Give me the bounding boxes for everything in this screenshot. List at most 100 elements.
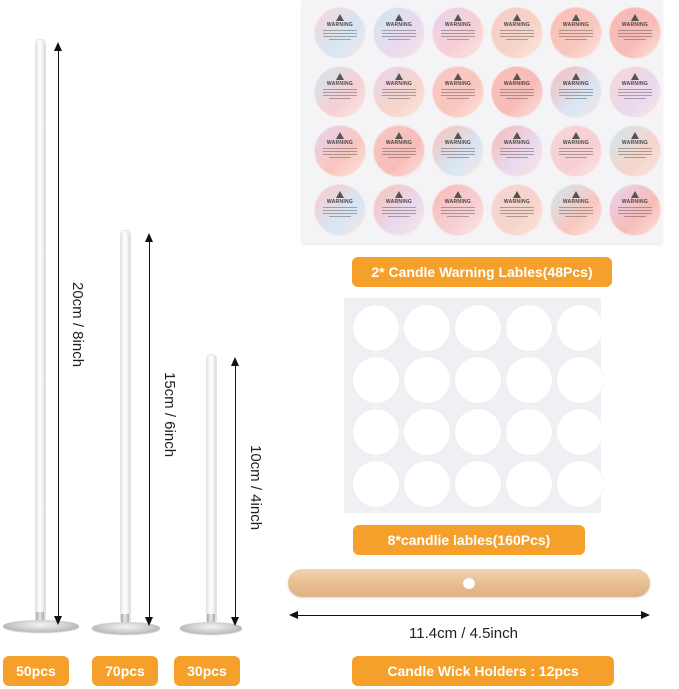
sticker-text-line bbox=[441, 151, 475, 152]
sticker-text-line bbox=[382, 95, 416, 96]
sticker-text-line bbox=[559, 33, 593, 34]
count-badge-30pcs: 30pcs bbox=[174, 656, 240, 686]
candle-labels-caption: 8*candlie lables(160Pcs) bbox=[353, 525, 585, 555]
sticker-text-line bbox=[624, 216, 646, 217]
count-badge-50pcs: 50pcs bbox=[3, 656, 69, 686]
sticker-text-line bbox=[559, 210, 593, 211]
blank-round-label bbox=[506, 357, 552, 403]
sticker-text-line bbox=[382, 36, 416, 37]
warning-triangle-icon bbox=[454, 14, 462, 21]
sticker-title: WARNING bbox=[385, 199, 413, 205]
sticker-text-line bbox=[382, 33, 416, 34]
warning-triangle-icon bbox=[572, 191, 580, 198]
sticker-text-line bbox=[382, 151, 416, 152]
sticker-text-line bbox=[618, 89, 652, 90]
blank-round-label bbox=[404, 461, 450, 507]
warning-sticker: WARNING bbox=[314, 125, 366, 177]
sticker-text-line bbox=[618, 92, 652, 93]
blank-round-label bbox=[353, 357, 399, 403]
sticker-text-line bbox=[565, 157, 587, 158]
warning-sticker: WARNING bbox=[491, 7, 543, 59]
candle-label-sheet bbox=[344, 298, 603, 513]
sticker-text-line bbox=[323, 207, 357, 208]
sticker-text-line bbox=[382, 154, 416, 155]
warning-triangle-icon bbox=[395, 73, 403, 80]
sticker-text-line bbox=[618, 151, 652, 152]
sticker-text-line bbox=[382, 92, 416, 93]
warning-sticker: WARNING bbox=[432, 7, 484, 59]
sticker-text-line bbox=[624, 39, 646, 40]
sticker-text-line bbox=[323, 33, 357, 34]
warning-triangle-icon bbox=[631, 132, 639, 139]
sticker-title: WARNING bbox=[326, 199, 354, 205]
warning-triangle-icon bbox=[454, 132, 462, 139]
sticker-title: WARNING bbox=[326, 140, 354, 146]
sticker-text-line bbox=[618, 30, 652, 31]
sticker-text-line bbox=[441, 207, 475, 208]
sticker-text-line bbox=[506, 216, 528, 217]
sticker-title: WARNING bbox=[385, 22, 413, 28]
warning-sticker: WARNING bbox=[432, 125, 484, 177]
warning-triangle-icon bbox=[513, 14, 521, 21]
warning-triangle-icon bbox=[513, 73, 521, 80]
sticker-text-line bbox=[506, 39, 528, 40]
blank-round-label bbox=[557, 409, 603, 455]
sticker-text-line bbox=[323, 30, 357, 31]
wick-size-label: 15cm / 6inch bbox=[161, 372, 178, 458]
sticker-title: WARNING bbox=[444, 22, 472, 28]
sticker-text-line bbox=[559, 207, 593, 208]
sticker-text-line bbox=[323, 92, 357, 93]
blank-round-label bbox=[455, 409, 501, 455]
sticker-text-line bbox=[329, 39, 351, 40]
sticker-text-line bbox=[559, 36, 593, 37]
warning-sticker: WARNING bbox=[550, 184, 602, 236]
sticker-text-line bbox=[388, 98, 410, 99]
sticker-text-line bbox=[441, 210, 475, 211]
sticker-text-line bbox=[559, 92, 593, 93]
sticker-text-line bbox=[441, 30, 475, 31]
sticker-title: WARNING bbox=[562, 140, 590, 146]
sticker-text-line bbox=[559, 148, 593, 149]
blank-round-label bbox=[506, 409, 552, 455]
blank-round-label bbox=[404, 305, 450, 351]
warning-sticker: WARNING bbox=[491, 184, 543, 236]
wick-holders-caption: Candle Wick Holders : 12pcs bbox=[352, 656, 614, 686]
warning-labels-caption: 2* Candle Warning Lables(48Pcs) bbox=[352, 257, 612, 287]
sticker-text-line bbox=[441, 36, 475, 37]
blank-round-label bbox=[353, 305, 399, 351]
warning-sticker: WARNING bbox=[609, 184, 661, 236]
sticker-title: WARNING bbox=[621, 140, 649, 146]
sticker-text-line bbox=[382, 89, 416, 90]
sticker-text-line bbox=[500, 207, 534, 208]
warning-triangle-icon bbox=[572, 73, 580, 80]
blank-round-label bbox=[455, 305, 501, 351]
warning-sticker: WARNING bbox=[609, 66, 661, 118]
blank-round-label bbox=[404, 357, 450, 403]
warning-sticker: WARNING bbox=[373, 66, 425, 118]
sticker-title: WARNING bbox=[562, 81, 590, 87]
sticker-title: WARNING bbox=[621, 81, 649, 87]
sticker-text-line bbox=[565, 216, 587, 217]
sticker-title: WARNING bbox=[621, 199, 649, 205]
sticker-text-line bbox=[624, 98, 646, 99]
sticker-text-line bbox=[441, 148, 475, 149]
sticker-title: WARNING bbox=[385, 140, 413, 146]
warning-triangle-icon bbox=[631, 191, 639, 198]
warning-triangle-icon bbox=[336, 73, 344, 80]
sticker-title: WARNING bbox=[385, 81, 413, 87]
sticker-title: WARNING bbox=[621, 22, 649, 28]
sticker-text-line bbox=[500, 213, 534, 214]
warning-sticker: WARNING bbox=[609, 125, 661, 177]
sticker-text-line bbox=[565, 98, 587, 99]
warning-sticker: WARNING bbox=[491, 125, 543, 177]
blank-round-label bbox=[353, 461, 399, 507]
holder-hole bbox=[463, 577, 475, 589]
warning-triangle-icon bbox=[395, 191, 403, 198]
sticker-title: WARNING bbox=[503, 81, 531, 87]
sticker-text-line bbox=[382, 207, 416, 208]
sticker-text-line bbox=[506, 157, 528, 158]
warning-sticker: WARNING bbox=[609, 7, 661, 59]
sticker-title: WARNING bbox=[562, 22, 590, 28]
warning-sticker: WARNING bbox=[373, 184, 425, 236]
sticker-text-line bbox=[618, 148, 652, 149]
